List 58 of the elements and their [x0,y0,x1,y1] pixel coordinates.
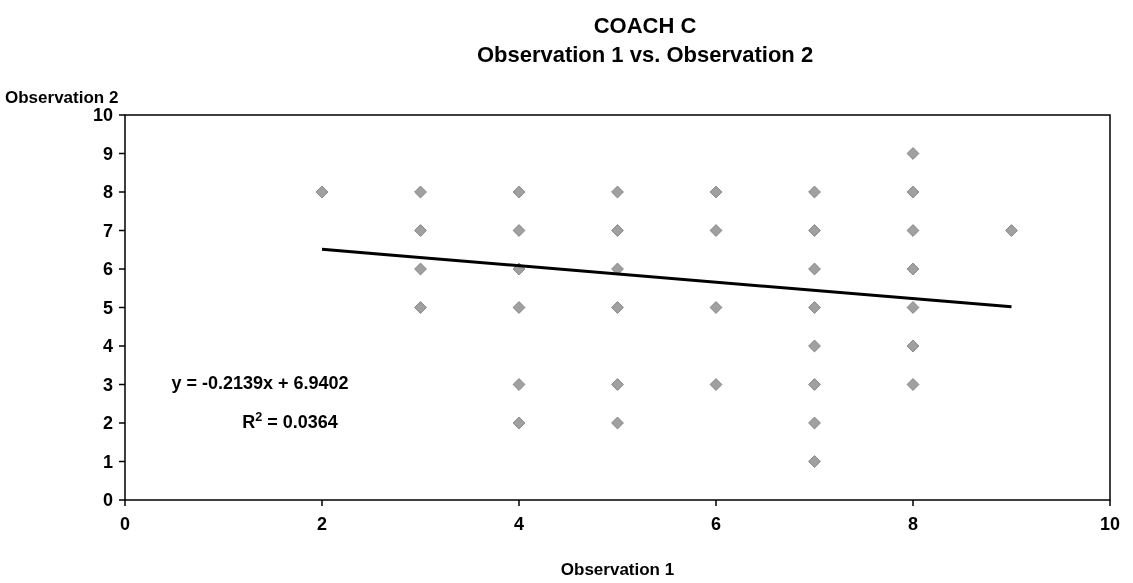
y-tick-label: 2 [102,413,113,434]
y-axis-title: Observation 2 [5,88,119,107]
point [611,416,624,430]
x-tick-label: 6 [710,514,722,534]
point [512,185,526,199]
point [808,185,821,199]
x-tick-label: 4 [513,514,525,534]
point [808,378,821,391]
point [808,301,821,314]
point [906,339,920,353]
point [611,224,624,237]
point [512,416,526,430]
y-tick-label: 5 [102,297,113,318]
point [906,185,920,199]
x-tick-label: 8 [907,514,919,534]
chart-subtitle: Observation 1 vs. Observation 2 [476,42,814,67]
point [906,147,920,160]
y-tick-label: 10 [92,105,113,126]
point [709,224,723,237]
point [808,224,821,237]
point [512,301,526,314]
point [906,262,920,276]
point [611,185,624,199]
x-tick-label: 10 [1099,514,1121,534]
point [512,378,526,391]
y-tick-label: 6 [102,259,113,280]
point [414,224,427,237]
point [709,378,723,391]
chart-title: COACH C [593,13,697,38]
point [709,185,723,199]
point [906,224,920,237]
point [611,378,624,391]
point [709,301,723,314]
x-axis-title: Observation 1 [560,560,675,579]
point [1005,224,1018,237]
point [906,378,920,391]
annotation: R$^{2}$ = 0.0364 [242,410,338,432]
y-tick-label: 0 [102,490,113,511]
y-tick-label: 7 [102,220,113,241]
point [414,301,427,314]
point [512,224,526,237]
y-tick-label: 4 [102,336,113,357]
y-tick-label: 9 [102,143,113,164]
x-tick-label: 0 [119,514,131,534]
point [808,262,821,276]
point [808,339,821,353]
y-tick-label: 1 [102,451,113,472]
point [808,455,821,468]
point [414,262,427,276]
annotation: y = -0.2139x + 6.9402 [171,373,349,393]
y-tick-label: 3 [102,374,113,395]
y-tick-label: 8 [102,182,113,203]
point [808,416,821,430]
point [414,185,427,199]
point [315,185,329,199]
point [611,301,624,314]
point [906,301,920,314]
x-tick-label: 2 [316,514,328,534]
